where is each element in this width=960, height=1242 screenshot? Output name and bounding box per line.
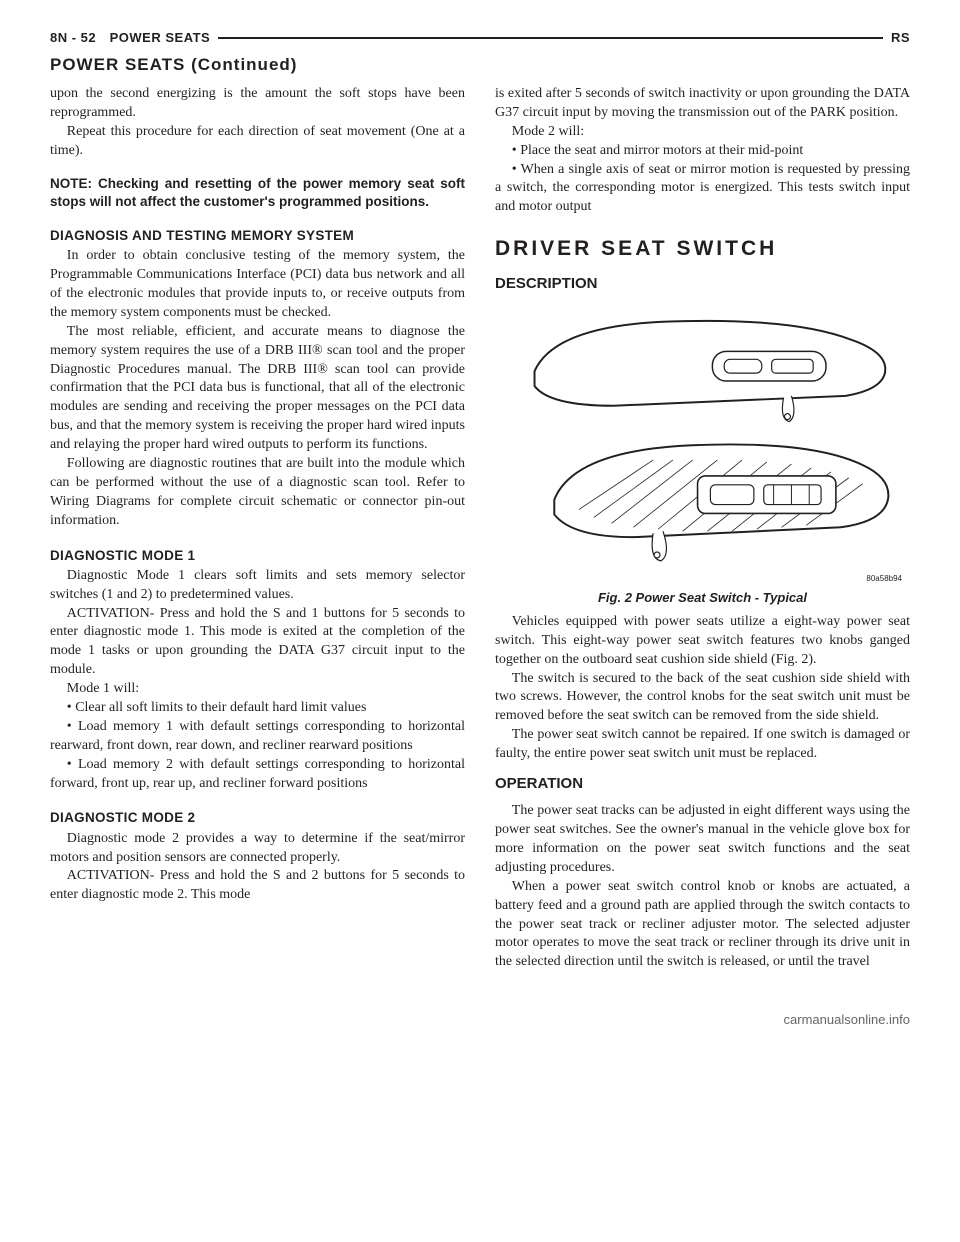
subheading-mode2: DIAGNOSTIC MODE 2 [50, 809, 465, 827]
figure-caption: Fig. 2 Power Seat Switch - Typical [495, 589, 910, 607]
bullet-item: • Load memory 1 with default settings co… [50, 718, 465, 756]
header-rule [218, 37, 883, 39]
heading-operation: OPERATION [495, 774, 910, 794]
body-paragraph: ACTIVATION- Press and hold the S and 1 b… [50, 605, 465, 681]
bullet-item: • Clear all soft limits to their default… [50, 699, 465, 718]
body-paragraph: Mode 1 will: [50, 680, 465, 699]
body-paragraph: Diagnostic Mode 1 clears soft limits and… [50, 567, 465, 605]
header-left: 8N - 52 POWER SEATS [50, 30, 210, 45]
body-paragraph: In order to obtain conclusive testing of… [50, 247, 465, 323]
body-paragraph: The switch is secured to the back of the… [495, 670, 910, 727]
seat-switch-illustration [495, 302, 910, 579]
heading-description: DESCRIPTION [495, 274, 910, 294]
body-paragraph: The power seat tracks can be adjusted in… [495, 802, 910, 878]
page-header: 8N - 52 POWER SEATS RS [50, 30, 910, 45]
body-paragraph: Mode 2 will: [495, 123, 910, 142]
bullet-item: • When a single axis of seat or mirror m… [495, 161, 910, 218]
right-column: is exited after 5 seconds of switch inac… [495, 85, 910, 972]
content-columns: upon the second energizing is the amount… [50, 85, 910, 972]
note-block: NOTE: Checking and resetting of the powe… [50, 175, 465, 211]
body-paragraph: When a power seat switch control knob or… [495, 878, 910, 972]
body-paragraph: Vehicles equipped with power seats utili… [495, 613, 910, 670]
heading-driver-seat-switch: DRIVER SEAT SWITCH [495, 235, 910, 263]
body-paragraph: Diagnostic mode 2 provides a way to dete… [50, 830, 465, 868]
bullet-item: • Place the seat and mirror motors at th… [495, 142, 910, 161]
watermark: carmanualsonline.info [0, 1012, 960, 1027]
header-right: RS [891, 30, 910, 45]
continued-heading: POWER SEATS (Continued) [50, 55, 910, 75]
subheading-mode1: DIAGNOSTIC MODE 1 [50, 547, 465, 565]
body-paragraph: is exited after 5 seconds of switch inac… [495, 85, 910, 123]
manual-page: 8N - 52 POWER SEATS RS POWER SEATS (Cont… [0, 0, 960, 992]
body-paragraph: Following are diagnostic routines that a… [50, 455, 465, 531]
figure-code: 80a58b94 [495, 574, 910, 585]
bullet-item: • Load memory 2 with default settings co… [50, 756, 465, 794]
body-paragraph: upon the second energizing is the amount… [50, 85, 465, 123]
body-paragraph: The most reliable, efficient, and accura… [50, 323, 465, 455]
subheading-diagnosis-testing: DIAGNOSIS AND TESTING MEMORY SYSTEM [50, 227, 465, 245]
left-column: upon the second energizing is the amount… [50, 85, 465, 972]
figure-2: 80a58b94 Fig. 2 Power Seat Switch - Typi… [495, 302, 910, 607]
body-paragraph: The power seat switch cannot be repaired… [495, 726, 910, 764]
body-paragraph: Repeat this procedure for each direction… [50, 123, 465, 161]
body-paragraph: ACTIVATION- Press and hold the S and 2 b… [50, 867, 465, 905]
